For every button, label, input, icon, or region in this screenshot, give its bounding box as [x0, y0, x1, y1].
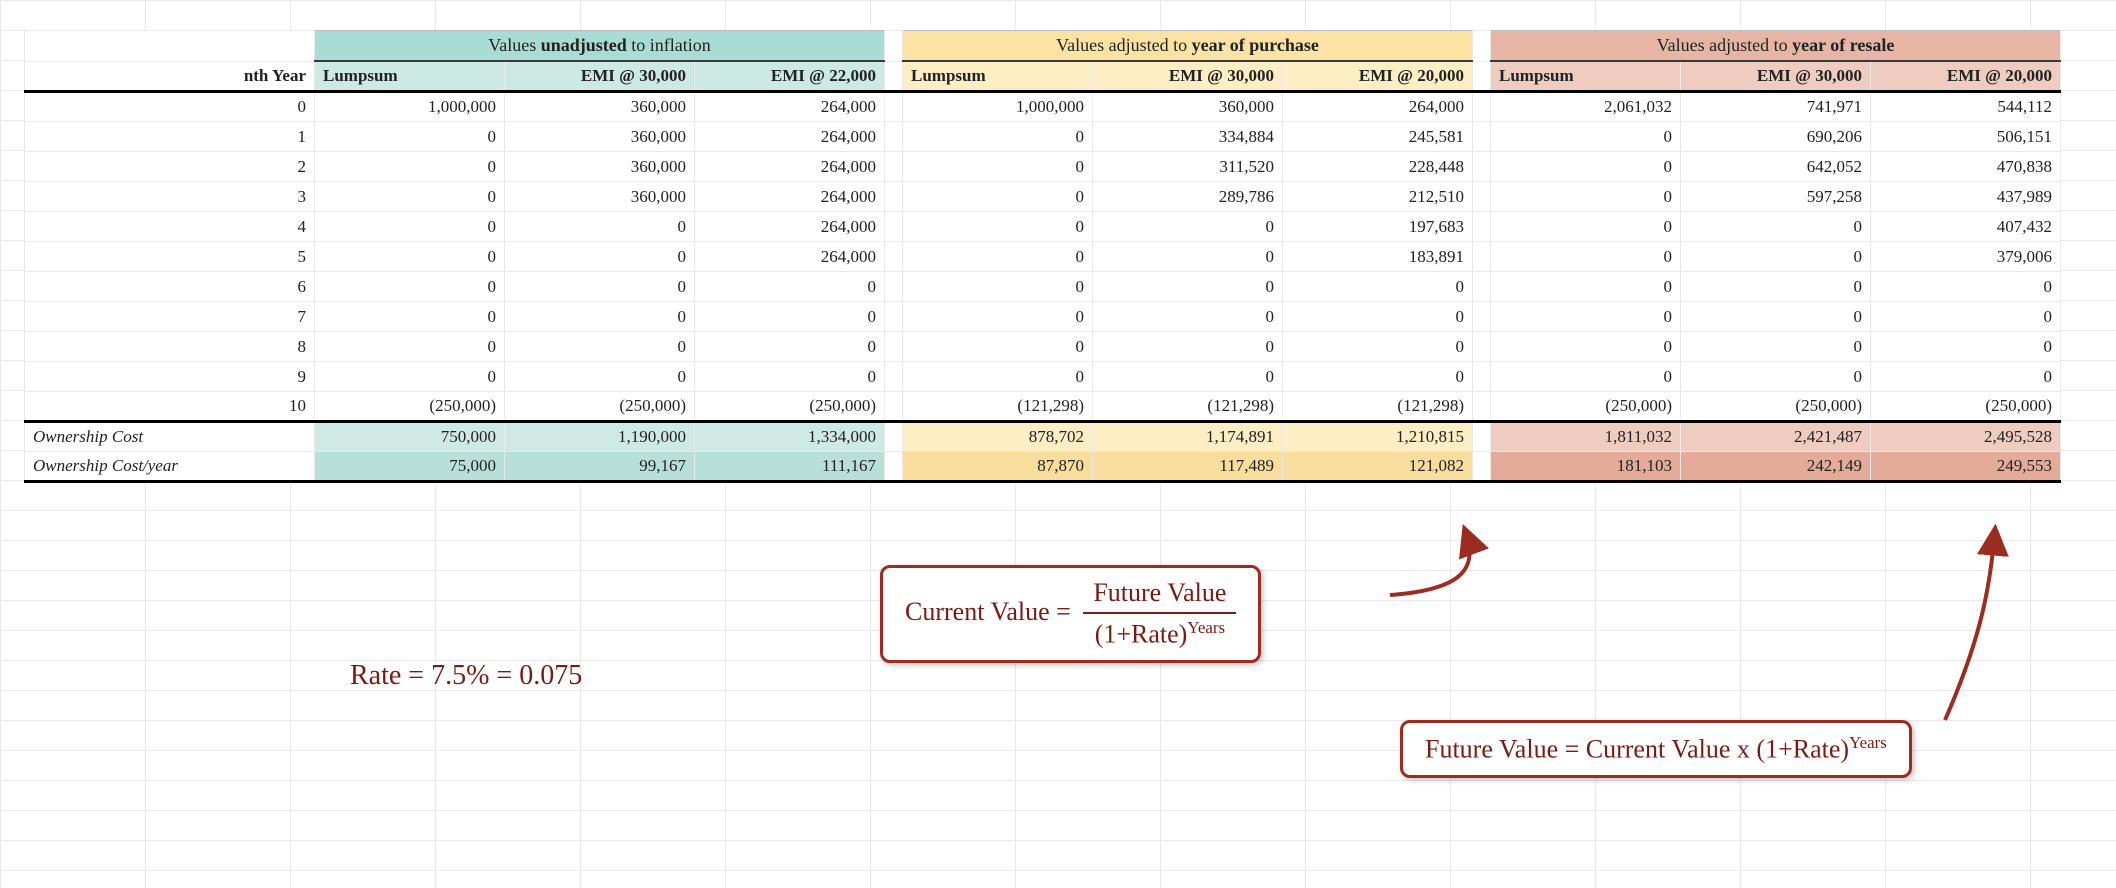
spreadsheet-sheet: Values unadjusted to inflation Values ad…: [0, 0, 2116, 888]
annotation-arrows: [0, 0, 2116, 888]
